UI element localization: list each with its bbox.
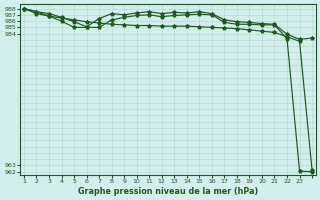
X-axis label: Graphe pression niveau de la mer (hPa): Graphe pression niveau de la mer (hPa) (78, 187, 258, 196)
